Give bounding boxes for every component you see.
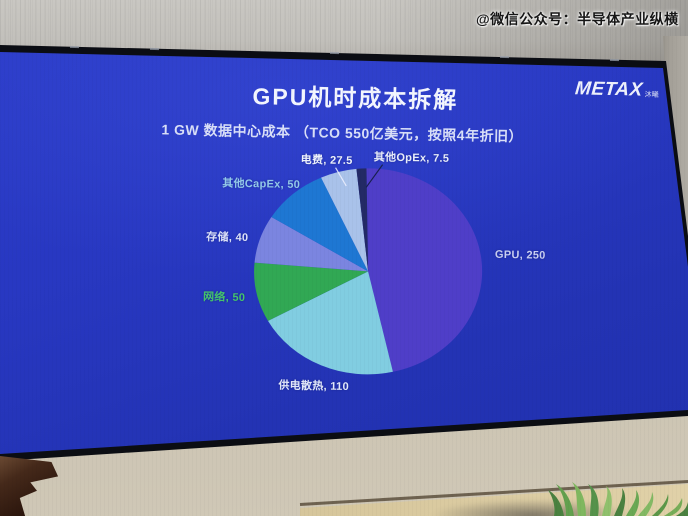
pie-label-6: 其他OpEx, 7.5 xyxy=(373,151,450,165)
plant-icon xyxy=(548,482,688,516)
bezel-reflection xyxy=(499,55,510,59)
pie-slice-3 xyxy=(254,217,369,272)
bezel-reflection xyxy=(149,47,160,51)
leader-line xyxy=(365,164,384,188)
pie-label-1: 供电散热, 110 xyxy=(278,379,350,394)
watermark: @微信公众号：半导体产业纵横 xyxy=(476,11,679,27)
bezel-reflection xyxy=(609,58,620,62)
pie-slice-1 xyxy=(267,271,393,375)
pie-slice-6 xyxy=(356,168,369,272)
pie-slice-5 xyxy=(321,168,369,272)
pie-slice-2 xyxy=(254,262,369,321)
wooden-podium xyxy=(0,456,59,516)
pie-label-5: 电费, 27.5 xyxy=(300,154,353,168)
pie-label-2: 网络, 50 xyxy=(202,291,246,304)
bezel-reflection xyxy=(69,45,80,49)
pie-slice-4 xyxy=(271,177,369,272)
leader-line xyxy=(335,167,347,187)
pie-label-0: GPU, 250 xyxy=(494,248,546,262)
pie-slice-0 xyxy=(366,168,483,372)
pie-label-3: 存储, 40 xyxy=(206,231,249,245)
bezel-reflection xyxy=(329,51,340,55)
pie-label-4: 其他CapEx, 50 xyxy=(222,177,301,192)
